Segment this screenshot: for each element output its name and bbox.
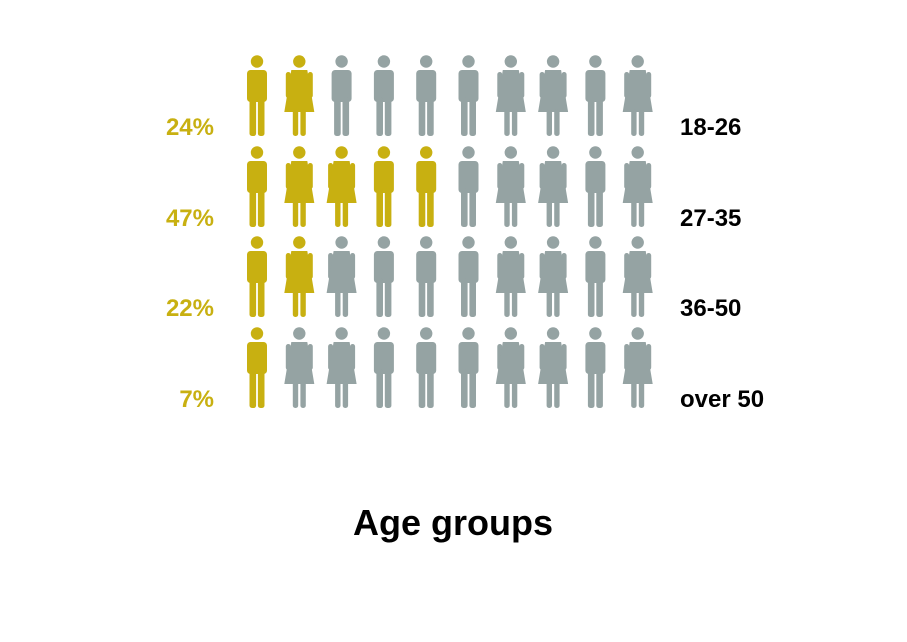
male-person-icon	[458, 146, 479, 227]
male-person-icon	[458, 327, 479, 408]
male-person-icon	[416, 327, 437, 408]
category-label: 27-35	[680, 205, 741, 232]
male-person-icon	[373, 146, 394, 227]
female-person-icon	[495, 236, 526, 317]
row-18-26: 24% 18-26	[166, 55, 741, 141]
row-over-50: 7% over 50	[179, 327, 764, 413]
female-person-icon	[622, 236, 653, 317]
percent-label: 24%	[166, 114, 214, 141]
male-person-icon	[585, 327, 606, 408]
female-person-icon	[284, 55, 315, 136]
percent-label: 7%	[179, 386, 214, 413]
male-person-icon	[373, 327, 394, 408]
female-person-icon	[538, 55, 569, 136]
percent-label: 22%	[166, 295, 214, 322]
percent-label: 47%	[166, 205, 214, 232]
category-label: 18-26	[680, 114, 741, 141]
male-person-icon	[458, 55, 479, 136]
female-person-icon	[284, 236, 315, 317]
male-person-icon	[331, 55, 352, 136]
female-person-icon	[284, 146, 315, 227]
male-person-icon	[373, 236, 394, 317]
male-person-icon	[585, 146, 606, 227]
chart-title: Age groups	[353, 502, 553, 543]
male-person-icon	[585, 55, 606, 136]
female-person-icon	[622, 55, 653, 136]
male-person-icon	[247, 55, 267, 136]
pictogram-rows: 24% 18-26 47% 27-35 22% 36-50 7% over 50	[166, 55, 764, 413]
male-person-icon	[585, 236, 606, 317]
female-person-icon	[326, 236, 357, 317]
male-person-icon	[247, 236, 267, 317]
male-person-icon	[416, 146, 437, 227]
female-person-icon	[622, 146, 653, 227]
male-person-icon	[416, 55, 437, 136]
male-person-icon	[247, 327, 267, 408]
male-person-icon	[247, 146, 267, 227]
category-label: over 50	[680, 386, 764, 413]
female-person-icon	[622, 327, 653, 408]
row-36-50: 22% 36-50	[166, 236, 741, 322]
male-person-icon	[458, 236, 479, 317]
female-person-icon	[326, 327, 357, 408]
female-person-icon	[495, 146, 526, 227]
category-label: 36-50	[680, 295, 741, 322]
row-27-35: 47% 27-35	[166, 146, 741, 232]
male-person-icon	[373, 55, 394, 136]
female-person-icon	[284, 327, 315, 408]
female-person-icon	[538, 146, 569, 227]
female-person-icon	[326, 146, 357, 227]
female-person-icon	[495, 55, 526, 136]
male-person-icon	[416, 236, 437, 317]
female-person-icon	[538, 236, 569, 317]
female-person-icon	[495, 327, 526, 408]
female-person-icon	[538, 327, 569, 408]
